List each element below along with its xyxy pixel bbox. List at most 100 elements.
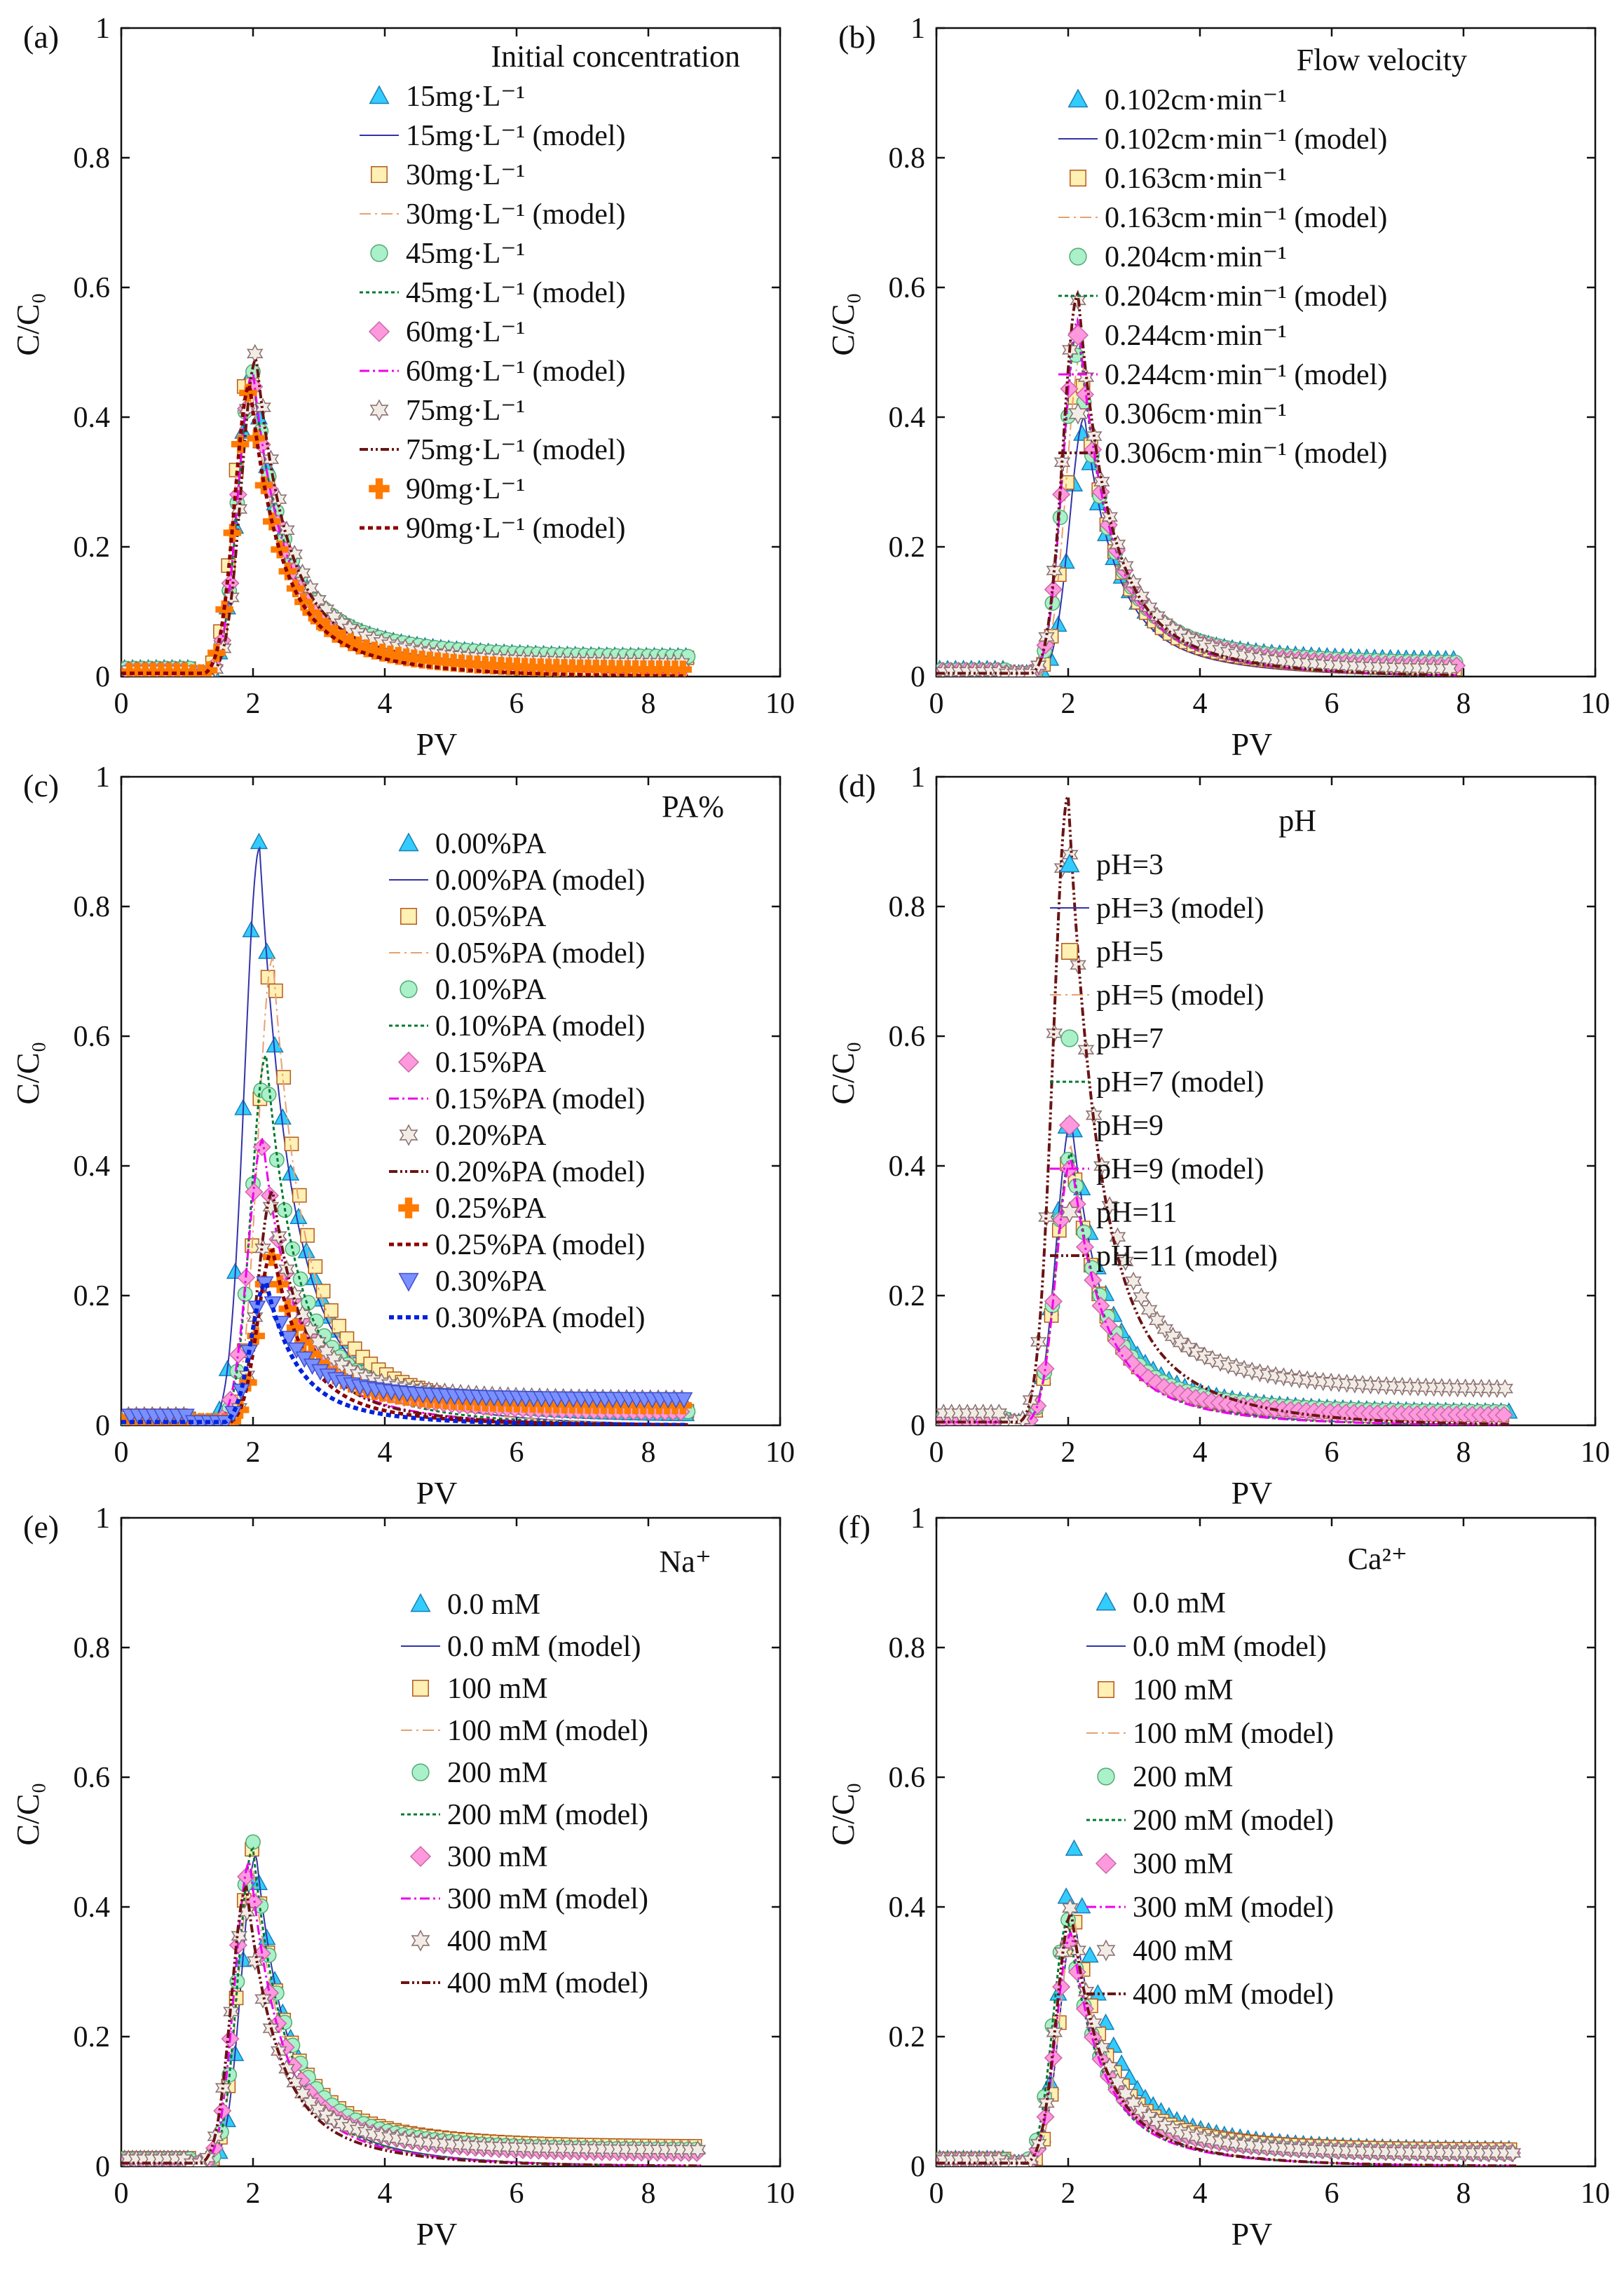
x-tick-label: 0 bbox=[929, 1437, 944, 1469]
data-point bbox=[1101, 507, 1119, 527]
x-tick-label: 8 bbox=[641, 1437, 656, 1469]
series-4 bbox=[936, 290, 1459, 677]
x-tick-label: 0 bbox=[929, 2178, 944, 2210]
series-4 bbox=[936, 1898, 1522, 2166]
data-point bbox=[278, 562, 297, 580]
legend-marker bbox=[1058, 1114, 1081, 1136]
legend: PA% 0.00%PA 0.00%PA (model) 0.05%PA 0.05%PA … bbox=[389, 789, 724, 1334]
legend-label: 0.244cm·min⁻¹ bbox=[1105, 320, 1287, 352]
data-point bbox=[199, 661, 218, 677]
y-tick-label: 0.6 bbox=[889, 1762, 926, 1794]
legend-marker bbox=[1095, 1852, 1117, 1875]
panel-label: (e) bbox=[23, 1509, 59, 1544]
legend-title: Initial concentration bbox=[491, 39, 740, 74]
data-point bbox=[1107, 1332, 1126, 1351]
legend-marker bbox=[368, 320, 390, 343]
legend: Flow velocity 0.102cm·min⁻¹ 0.102cm·min⁻¹ … bbox=[1058, 43, 1467, 470]
y-tick-label: 0.6 bbox=[74, 1762, 111, 1794]
legend-marker bbox=[370, 244, 388, 262]
data-point bbox=[990, 1404, 1008, 1423]
legend-marker bbox=[1061, 943, 1078, 960]
data-point bbox=[1140, 597, 1158, 617]
data-point bbox=[246, 1951, 264, 1971]
legend-label: 0.163cm·min⁻¹ (model) bbox=[1105, 202, 1387, 234]
x-tick-label: 4 bbox=[378, 688, 393, 720]
data-point bbox=[268, 983, 283, 998]
data-point bbox=[675, 1392, 693, 1409]
legend: Initial concentration 15mg·L⁻¹ 15mg·L⁻¹ (m… bbox=[360, 39, 740, 545]
data-point bbox=[1093, 2038, 1110, 2058]
data-point bbox=[1133, 2100, 1150, 2120]
legend-label: 60mg·L⁻¹ (model) bbox=[406, 355, 626, 388]
data-point bbox=[1109, 1227, 1126, 1247]
legend-label: 400 mM (model) bbox=[447, 1967, 648, 1999]
data-point bbox=[287, 1342, 306, 1359]
legend-label: 0.204cm·min⁻¹ (model) bbox=[1105, 280, 1387, 313]
x-tick-label: 6 bbox=[510, 2178, 524, 2210]
legend-marker bbox=[1097, 1767, 1115, 1786]
y-tick-label: 0.2 bbox=[74, 1280, 111, 1312]
legend-label: 0.00%PA bbox=[435, 828, 547, 860]
legend-label: 45mg·L⁻¹ (model) bbox=[406, 277, 626, 309]
x-tick-label: 4 bbox=[378, 2178, 393, 2210]
data-point bbox=[1164, 620, 1182, 639]
legend-label: pH=7 (model) bbox=[1096, 1066, 1264, 1099]
legend-label: 200 mM bbox=[447, 1757, 548, 1789]
legend-label: 0.204cm·min⁻¹ bbox=[1105, 241, 1287, 273]
panel-label: (c) bbox=[23, 768, 59, 803]
legend-title: Na⁺ bbox=[659, 1544, 711, 1579]
x-axis-title: PV bbox=[1231, 1475, 1273, 1511]
legend-marker bbox=[398, 1197, 419, 1218]
data-point bbox=[1038, 1207, 1055, 1227]
legend-marker bbox=[398, 1272, 419, 1292]
legend-label: 0.10%PA (model) bbox=[435, 1010, 645, 1042]
y-tick-label: 0.2 bbox=[889, 1280, 926, 1312]
data-point bbox=[270, 1226, 287, 1246]
plot-area bbox=[121, 344, 696, 677]
legend-label: 0.15%PA (model) bbox=[435, 1083, 645, 1115]
legend-label: 0.163cm·min⁻¹ bbox=[1105, 163, 1287, 195]
series-6 bbox=[121, 1276, 693, 1425]
legend-label: 300 mM (model) bbox=[447, 1883, 648, 1915]
data-point bbox=[284, 1136, 299, 1152]
legend-marker bbox=[369, 478, 390, 499]
x-tick-label: 8 bbox=[641, 688, 656, 720]
x-tick-label: 8 bbox=[1456, 2178, 1471, 2210]
legend-label: 200 mM bbox=[1133, 1761, 1234, 1793]
legend-marker bbox=[400, 980, 418, 998]
y-tick-label: 0.8 bbox=[74, 142, 111, 175]
data-point bbox=[1065, 1839, 1084, 1856]
chart-panel-c: 0 2 4 6 8 10 0 0.2 0.4 0.6 0.8 1 PV C/C₀ (c) PA% 0.00%PA… bbox=[10, 761, 795, 1511]
chart-panel-f: 0 2 4 6 8 10 0 0.2 0.4 0.6 0.8 1 PV C/C₀ (f) Ca²⁺ 0.0 mM… bbox=[825, 1502, 1610, 2252]
legend-label: 0.25%PA bbox=[435, 1193, 547, 1225]
y-axis-title: C/C₀ bbox=[10, 1782, 46, 1845]
plot-area bbox=[936, 791, 1518, 1425]
legend-label: 400 mM bbox=[447, 1925, 548, 1957]
y-tick-label: 1 bbox=[95, 1502, 110, 1535]
y-tick-label: 0.4 bbox=[889, 402, 926, 434]
data-point bbox=[224, 1406, 243, 1422]
data-point bbox=[270, 489, 287, 509]
y-tick-label: 0.8 bbox=[889, 1632, 926, 1664]
x-axis-title: PV bbox=[416, 726, 458, 762]
data-point bbox=[1139, 1368, 1158, 1387]
data-point bbox=[228, 1345, 247, 1364]
data-point bbox=[231, 1926, 248, 1945]
data-point bbox=[261, 1087, 277, 1103]
data-point bbox=[332, 1319, 347, 1333]
y-tick-label: 0 bbox=[910, 661, 925, 693]
legend-label: 60mg·L⁻¹ bbox=[406, 316, 525, 348]
data-point bbox=[1125, 2093, 1142, 2113]
y-tick-label: 0 bbox=[910, 1410, 925, 1442]
data-point bbox=[278, 2059, 295, 2079]
x-tick-label: 4 bbox=[1193, 688, 1208, 720]
legend-label: pH=9 bbox=[1096, 1110, 1164, 1142]
legend-label: 0.0 mM (model) bbox=[1133, 1631, 1326, 1663]
y-tick-label: 1 bbox=[910, 13, 925, 45]
legend-label: 15mg·L⁻¹ (model) bbox=[406, 120, 626, 152]
x-tick-label: 0 bbox=[114, 1437, 129, 1469]
legend-marker bbox=[1070, 170, 1086, 186]
data-point bbox=[1091, 1296, 1110, 1315]
data-point bbox=[300, 1228, 315, 1243]
